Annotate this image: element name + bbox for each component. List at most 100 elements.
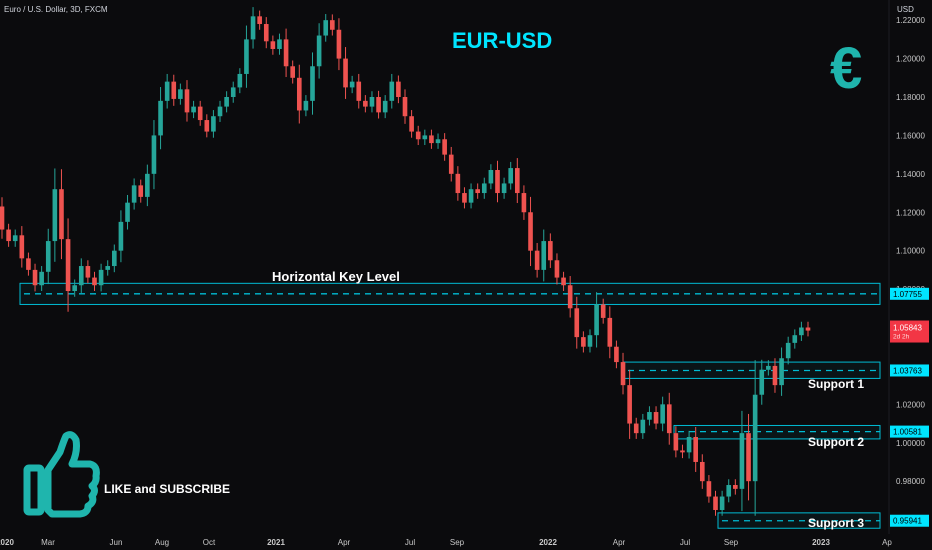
- candle-bearish: [270, 35, 276, 55]
- level-price-tag-bg: [890, 425, 929, 438]
- candle-bearish: [283, 28, 289, 78]
- candle-bullish: [303, 95, 309, 117]
- candle-bearish: [363, 95, 368, 113]
- candle-bullish: [323, 14, 329, 42]
- candle-bullish: [369, 91, 375, 113]
- x-tick-label: Jul: [680, 538, 690, 547]
- candle-bullish: [224, 91, 229, 113]
- candle-bearish: [356, 73, 362, 109]
- candle-bullish: [237, 68, 243, 94]
- candle-bullish: [118, 210, 124, 263]
- candle-bullish: [316, 23, 322, 79]
- candles-group: [0, 7, 811, 516]
- y-tick-label: 1.20000: [896, 55, 925, 64]
- candle-bullish: [105, 260, 111, 276]
- candle-bullish: [125, 194, 130, 230]
- y-tick-label: 1.02000: [896, 400, 925, 409]
- level-price-tag-label: 0.95941: [893, 517, 922, 526]
- candle-bearish: [600, 298, 606, 324]
- candle-bearish: [561, 271, 566, 292]
- candle-bearish: [633, 417, 639, 439]
- candle-bullish: [785, 336, 791, 365]
- candle-bullish: [178, 83, 183, 105]
- candle-bullish: [78, 258, 84, 293]
- candle-bullish: [164, 73, 170, 109]
- candle-bearish: [614, 340, 619, 369]
- candle-bearish: [59, 169, 64, 260]
- candle-bullish: [766, 360, 771, 376]
- candle-bearish: [528, 196, 533, 267]
- candle-bullish: [468, 183, 474, 209]
- candle-bullish: [640, 413, 646, 439]
- candle-bearish: [204, 114, 210, 138]
- level-price-tags: 1.07755 1.03763 1.00581 0.95941: [890, 287, 929, 527]
- candle-bullish: [52, 168, 58, 262]
- time-axis[interactable]: 2020 Mar Jun Aug Oct 2021 Apr Jul Sep 2022 Apr Jul S…: [0, 538, 892, 547]
- candle-bullish: [145, 164, 150, 207]
- y-tick-label: 1.10000: [896, 247, 925, 256]
- last-price-tag: 1.05843 2d 2h: [890, 320, 929, 343]
- y-tick-label: 1.18000: [896, 93, 925, 102]
- candle-bearish: [699, 454, 705, 489]
- y-tick-label: 1.22000: [896, 16, 925, 25]
- candle-bullish: [686, 430, 692, 459]
- candle-bearish: [462, 187, 467, 209]
- candle-bearish: [455, 166, 461, 201]
- support-1-label: Support 1: [808, 377, 864, 391]
- candle-bearish: [521, 185, 527, 220]
- candle-bearish: [627, 369, 632, 439]
- level-zones: [19, 282, 881, 529]
- thumbs-up-icon[interactable]: [23, 431, 100, 518]
- symbol-title: Euro / U.S. Dollar, 3D, FXCM: [4, 5, 108, 14]
- candle-bullish: [250, 7, 256, 49]
- candle-bearish: [336, 18, 342, 71]
- candle-bearish: [0, 197, 5, 239]
- euro-icon: €: [830, 36, 862, 101]
- y-tick-label: 1.14000: [896, 170, 925, 179]
- x-tick-label: Jun: [110, 538, 123, 547]
- x-tick-label: Apr: [338, 538, 351, 547]
- candle-bearish: [330, 14, 335, 36]
- candle-bullish: [389, 73, 395, 109]
- candle-bearish: [171, 74, 177, 106]
- candle-bullish: [435, 133, 441, 149]
- candle-bearish: [733, 479, 738, 495]
- candle-bearish: [475, 183, 480, 199]
- candle-bearish: [706, 475, 712, 503]
- candle-bullish: [98, 263, 104, 292]
- support-2-label: Support 2: [808, 435, 864, 449]
- candle-bullish: [131, 178, 137, 210]
- x-tick-label: 2020: [0, 538, 14, 547]
- level-price-tag-label: 1.00581: [893, 428, 922, 437]
- candle-bullish: [217, 100, 223, 122]
- candle-bearish: [653, 406, 659, 430]
- candle-bullish: [541, 229, 547, 282]
- x-tick-label: Ap: [882, 538, 892, 547]
- candle-bearish: [666, 392, 672, 445]
- candle-bearish: [343, 47, 348, 99]
- candle-bullish: [719, 490, 725, 516]
- candle-bullish: [191, 100, 196, 119]
- like-subscribe-text: LIKE and SUBSCRIBE: [104, 482, 230, 496]
- candle-bullish: [792, 329, 798, 349]
- level-zone-box: [19, 282, 881, 305]
- candle-bullish: [587, 329, 593, 353]
- candle-bullish: [508, 161, 514, 190]
- chart-overlay-title: EUR-USD: [452, 28, 552, 53]
- last-price-countdown: 2d 2h: [893, 334, 910, 341]
- y-tick-label: 1.00000: [896, 439, 925, 448]
- candle-bullish: [501, 177, 507, 199]
- candle-bullish: [779, 347, 784, 396]
- candle-bearish: [138, 179, 144, 203]
- x-tick-label: Oct: [203, 538, 216, 547]
- candle-bullish: [349, 75, 355, 94]
- x-tick-label: 2022: [539, 538, 557, 547]
- candle-bearish: [693, 427, 699, 472]
- candle-bullish: [310, 52, 315, 115]
- candle-bullish: [488, 164, 494, 190]
- candle-bearish: [290, 60, 296, 84]
- candle-bearish: [495, 160, 500, 203]
- last-price-value: 1.05843: [893, 324, 922, 333]
